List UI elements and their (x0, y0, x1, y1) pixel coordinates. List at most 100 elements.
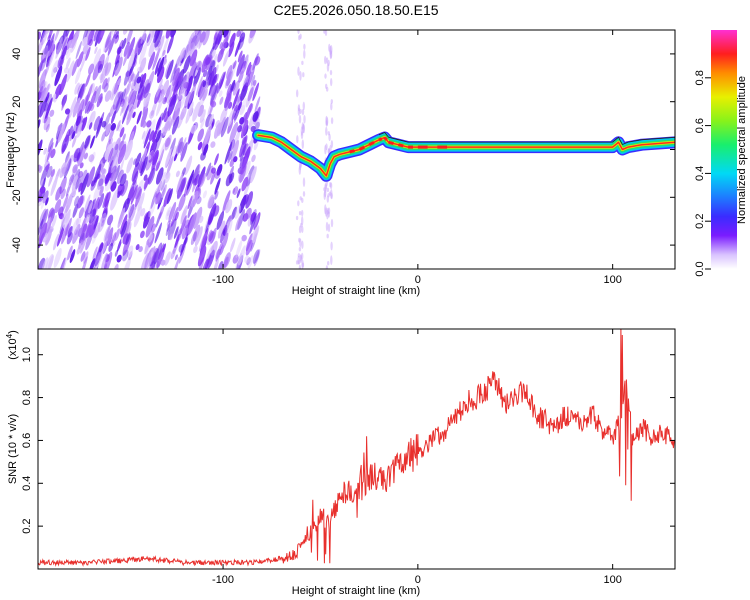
noise-streak (72, 97, 81, 118)
noise-streak (108, 242, 114, 252)
noise-streak (65, 30, 71, 37)
noise-streak (252, 82, 260, 102)
noise-streak (194, 30, 202, 47)
noise-streak (136, 110, 142, 125)
noise-streak (71, 166, 78, 179)
noise-streak (226, 83, 232, 97)
noise-streak (82, 223, 88, 233)
noise-streak (243, 54, 249, 67)
noise-streak (77, 51, 84, 68)
noise-streak (135, 186, 142, 200)
noise-streak (325, 57, 329, 64)
noise-streak (202, 80, 207, 88)
noise-streak (143, 177, 149, 190)
noise-streak (40, 196, 46, 210)
noise-streak (157, 66, 165, 84)
noise-streak (220, 116, 229, 138)
noise-streak (74, 67, 82, 85)
noise-streak (84, 135, 91, 149)
noise-streak (109, 166, 118, 187)
noise-streak (246, 257, 251, 266)
noise-streak (116, 169, 124, 185)
noise-streak (126, 245, 134, 258)
noise-streak (72, 223, 81, 245)
noise-streak (79, 162, 84, 169)
noise-streak (71, 58, 79, 77)
snr-x-tick-label: 100 (603, 574, 621, 586)
noise-streak (104, 62, 112, 77)
noise-streak (210, 84, 216, 97)
noise-streak (125, 71, 131, 77)
noise-streak (149, 130, 155, 142)
noise-streak (61, 93, 68, 111)
noise-streak (82, 36, 88, 47)
noise-streak (76, 98, 85, 119)
noise-streak (128, 203, 135, 219)
noise-streak (94, 46, 98, 55)
noise-streak (38, 119, 41, 132)
noise-streak (213, 32, 218, 41)
noise-streak (80, 49, 88, 72)
noise-streak (161, 35, 170, 58)
noise-streak (326, 207, 329, 215)
noise-streak (48, 33, 55, 52)
spectrogram-ridge (252, 129, 675, 182)
noise-streak (242, 72, 248, 87)
noise-streak (324, 144, 327, 155)
noise-streak (132, 53, 138, 66)
noise-streak (73, 147, 81, 163)
noise-streak (135, 152, 142, 168)
noise-streak (218, 90, 223, 97)
snr-y-tick-label: 1.0 (21, 347, 33, 362)
noise-streak (54, 83, 62, 100)
noise-streak (177, 111, 184, 129)
spectrogram-y-tick-label: 0 (11, 146, 23, 152)
noise-streak (160, 179, 166, 191)
noise-streak (94, 30, 103, 47)
noise-streak (67, 180, 73, 188)
noise-streak (190, 34, 198, 50)
noise-streak (91, 180, 96, 187)
noise-streak (202, 190, 207, 199)
noise-streak (126, 157, 134, 174)
noise-streak (214, 170, 221, 179)
noise-streak (330, 102, 333, 111)
noise-streak (171, 115, 180, 135)
noise-streak (59, 57, 64, 67)
noise-streak (173, 55, 181, 74)
noise-streak (329, 182, 332, 188)
noise-streak (195, 75, 203, 96)
noise-streak (114, 60, 120, 71)
noise-streak (298, 114, 302, 124)
noise-streak (162, 49, 166, 57)
colorbar-tick-label: 0.6 (694, 118, 706, 133)
noise-streak (215, 241, 223, 262)
noise-streak (67, 245, 73, 261)
noise-streak (187, 195, 193, 210)
noise-streak (113, 36, 119, 45)
noise-streak (122, 133, 126, 142)
noise-streak (138, 246, 143, 253)
noise-streak (90, 151, 96, 164)
snr-y-tick-label: 0.6 (21, 433, 33, 448)
snr-y-multiplier-base: (x10 (7, 338, 19, 359)
noise-streak (254, 96, 261, 113)
noise-streak (141, 148, 148, 162)
noise-streak (210, 171, 216, 185)
noise-streak (300, 131, 304, 140)
noise-streak (151, 248, 160, 269)
noise-streak (57, 124, 61, 131)
noise-streak (93, 115, 101, 131)
noise-streak (72, 164, 78, 174)
noise-streak (210, 101, 217, 108)
noise-streak (55, 122, 63, 140)
noise-streak (202, 30, 210, 46)
noise-streak (156, 247, 165, 269)
noise-streak (330, 189, 333, 199)
noise-streak (60, 257, 67, 269)
noise-streak (230, 139, 240, 162)
noise-streak (250, 166, 257, 184)
noise-streak (58, 257, 66, 269)
noise-streak (104, 172, 111, 185)
noise-streak (205, 162, 212, 177)
